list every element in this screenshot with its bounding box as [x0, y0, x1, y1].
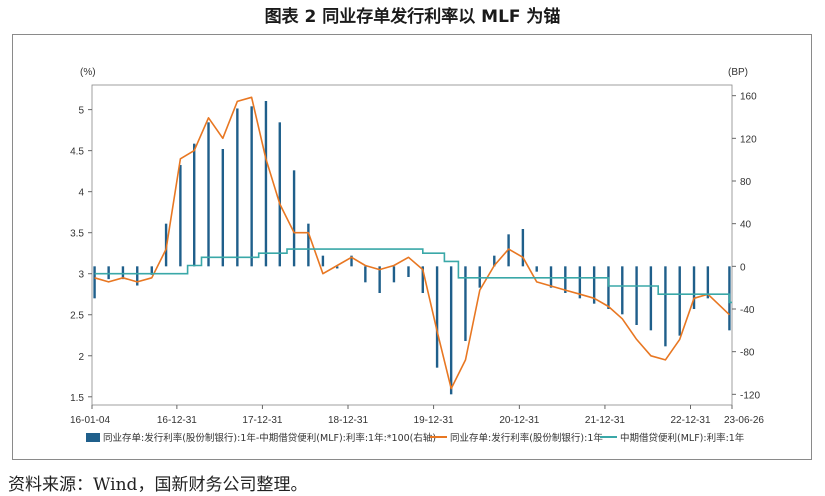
left-tick-label: 2: [78, 352, 84, 363]
right-tick-label: 160: [740, 92, 757, 103]
chart-frame: [12, 34, 812, 460]
source-note: 资料来源：Wind，国新财务公司整理。: [8, 475, 308, 495]
x-tick-label: 20-12-31: [499, 415, 539, 426]
spread-bar: [107, 266, 110, 280]
left-tick-label: 4: [78, 188, 84, 199]
left-tick-label: 3.5: [70, 229, 84, 240]
spread-bar: [392, 266, 396, 283]
spread-bar: [207, 122, 210, 267]
x-tick-label: 19-12-31: [414, 415, 454, 426]
spread-bar: [179, 165, 182, 267]
spread-bar: [607, 266, 610, 309]
right-tick-label: 80: [740, 177, 752, 188]
spread-bar: [150, 266, 153, 275]
spread-bar: [649, 266, 653, 331]
spread-bar: [535, 266, 538, 272]
x-tick-label: 17-12-31: [242, 415, 282, 426]
chart-title: 图表 2 同业存单发行利率以 MLF 为锚: [264, 7, 561, 27]
left-tick-label: 4.5: [70, 147, 84, 158]
series-lines: [94, 96, 732, 390]
spread-bar: [564, 266, 567, 293]
spread-bar: [321, 255, 325, 267]
ncd-rate-line: [94, 96, 730, 390]
spread-bar: [407, 266, 410, 277]
left-tick-label: 5: [78, 106, 84, 117]
spread-bar: [635, 266, 638, 325]
left-tick-label: 1.5: [70, 393, 84, 404]
spread-bar: [264, 101, 268, 267]
spread-bar: [236, 108, 239, 267]
right-axis-unit: (BP): [728, 67, 748, 78]
grid-lines: [91, 84, 733, 406]
spread-bar: [692, 266, 696, 309]
plot-border: [91, 84, 733, 406]
right-tick-label: -120: [740, 390, 760, 401]
spread-bar: [421, 266, 424, 293]
right-tick-label: 0: [740, 262, 746, 273]
x-tick-label: 21-12-31: [585, 415, 625, 426]
spread-bar: [136, 266, 139, 286]
mlf-rate-line: [94, 248, 732, 304]
x-tick-label: 16-01-04: [70, 415, 110, 426]
legend: 同业存单:发行利率(股份制银行):1年-中期借贷便利(MLF):利率:1年:*1…: [86, 432, 745, 444]
legend-swatch-spread: [86, 433, 100, 442]
spread-bar: [706, 266, 710, 299]
right-tick-label: -40: [740, 305, 755, 316]
x-tick-label: 16-12-31: [157, 415, 197, 426]
right-tick-label: -80: [740, 348, 755, 359]
x-tick-label: 22-12-31: [670, 415, 710, 426]
spread-bar: [350, 255, 353, 267]
spread-bar: [464, 266, 467, 341]
spread-bar: [521, 229, 525, 267]
x-tick-label: 23-06-26: [724, 415, 764, 426]
left-tick-label: 3: [78, 270, 84, 281]
spread-bar: [364, 266, 367, 283]
spread-bar: [221, 149, 225, 267]
spread-bar: [278, 122, 281, 267]
right-tick-label: 120: [740, 134, 757, 145]
spread-bar: [578, 266, 582, 299]
right-tick-label: 40: [740, 220, 752, 231]
spread-bar: [121, 266, 125, 280]
x-tick-label: 18-12-31: [328, 415, 368, 426]
left-tick-label: 2.5: [70, 311, 84, 322]
spread-bar: [307, 223, 310, 267]
spread-bar: [378, 266, 381, 293]
legend-label-spread: 同业存单:发行利率(股份制银行):1年-中期借贷便利(MLF):利率:1年:*1…: [103, 432, 436, 444]
spread-bar: [493, 255, 496, 267]
spread-bar: [435, 266, 439, 368]
spread-bar: [592, 266, 596, 304]
left-axis-unit: (%): [80, 67, 96, 78]
legend-label-mlf: 中期借贷便利(MLF):利率:1年: [620, 432, 745, 444]
spread-bar: [193, 143, 196, 267]
spread-bar: [621, 266, 624, 315]
spread-bar: [292, 170, 296, 267]
spread-bar: [250, 106, 253, 267]
legend-label-ncd: 同业存单:发行利率(股份制银行):1年: [450, 432, 603, 444]
spread-bar: [664, 266, 667, 347]
spread-bars: [93, 101, 731, 395]
spread-bar: [678, 266, 681, 336]
axes: 5 4.5 4 3.5 3 2.5 2 1.5 160 120 80 40 0 -40 -80 -120 16-…: [70, 92, 764, 426]
spread-bar: [336, 266, 339, 269]
spread-bar: [93, 266, 96, 299]
spread-bar: [449, 266, 453, 395]
spread-bar: [507, 234, 510, 267]
